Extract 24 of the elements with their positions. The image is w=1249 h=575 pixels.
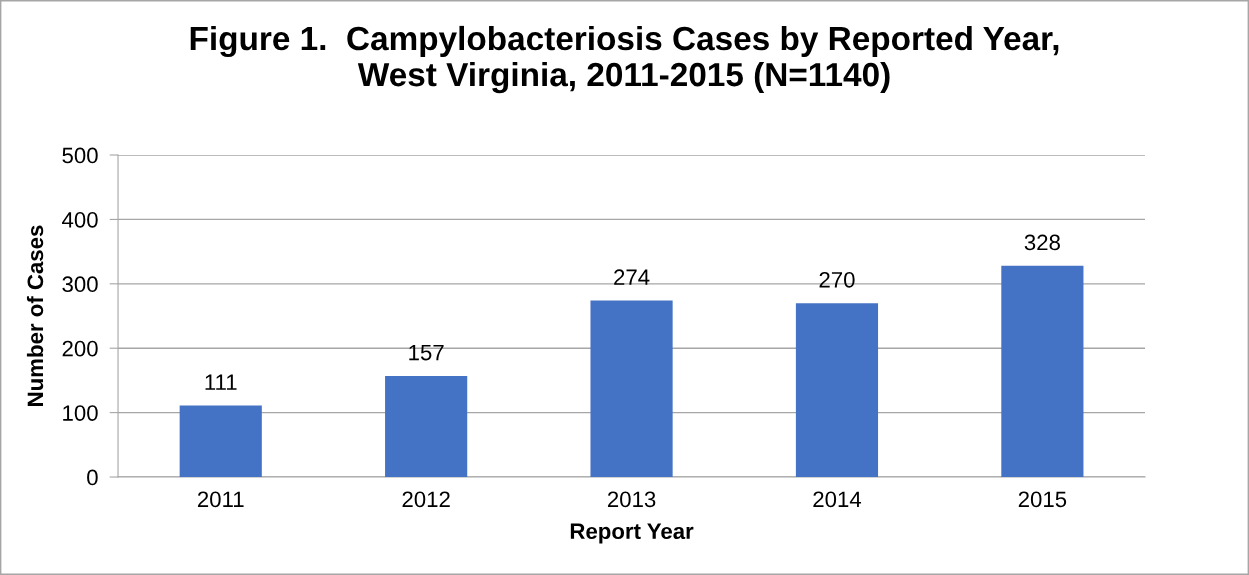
data-label: 270 [819,271,855,288]
data-label: 157 [409,344,444,361]
x-tick-label: 2012 [402,491,450,508]
data-label: 328 [1024,234,1060,251]
x-axis-title: Report Year [570,523,694,544]
y-tick-label: 300 [62,276,98,293]
data-label: 274 [614,269,650,285]
y-tick-label: 0 [87,469,98,486]
chart-title: Figure 1. Campylobacteriosis Cases by Reported Year, West Virginia, 2011-2015 (N=1140) [190,25,1059,94]
bar [179,405,262,478]
bar [385,375,468,478]
y-tick-label: 400 [62,211,98,228]
y-tick-label: 200 [62,340,98,357]
data-label: 111 [205,374,237,390]
y-tick-label: 500 [62,147,98,164]
x-tick-label: 2015 [1018,491,1067,508]
y-tick-label: 100 [63,405,98,421]
bar [1001,265,1084,478]
x-tick-label: 2011 [197,491,244,508]
x-tick-label: 2013 [607,491,656,508]
bar [795,303,879,478]
x-tick-label: 2014 [813,491,862,508]
bar [590,300,673,478]
y-axis-title: Number of Cases [26,225,44,406]
